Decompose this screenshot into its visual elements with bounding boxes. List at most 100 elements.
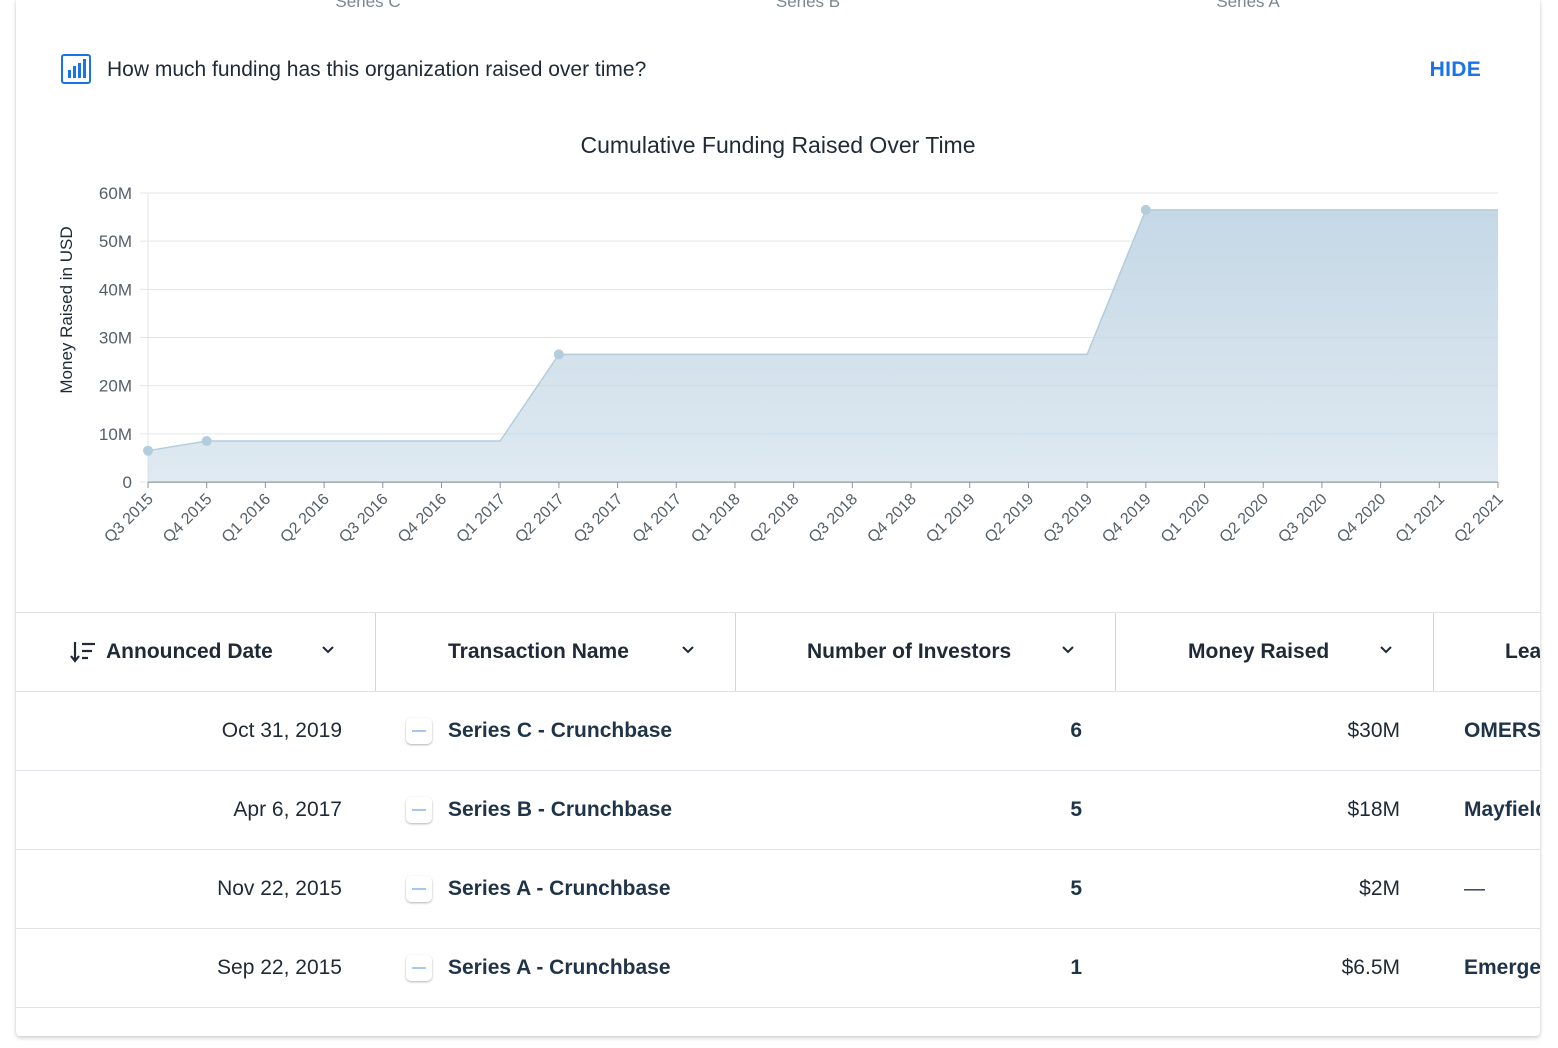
x-tick-label: Q3 2018 [806, 491, 861, 546]
number-of-investors: 5 [1070, 798, 1082, 821]
x-tick-label: Q1 2018 [688, 491, 743, 546]
x-tick-label: Q3 2017 [571, 491, 626, 546]
x-tick-label: Q4 2015 [160, 491, 215, 546]
funding-area [148, 209, 1498, 482]
funding-chart: Cumulative Funding Raised Over Time Mone… [16, 120, 1540, 600]
table-header: Announced Date Transaction Name Number o… [16, 612, 1540, 692]
announced-date: Nov 22, 2015 [217, 877, 342, 900]
x-tick-label: Q4 2018 [864, 491, 919, 546]
crunchbase-logo-icon [406, 718, 432, 744]
y-axis-label: Money Raised in USD [57, 226, 76, 393]
transaction-name-link[interactable]: Series B - Crunchbase [406, 771, 672, 849]
column-divider[interactable] [1115, 613, 1116, 691]
money-raised: $2M [1359, 877, 1400, 900]
y-tick-label: 50M [99, 232, 132, 251]
x-tick-label: Q1 2021 [1393, 491, 1448, 546]
x-tick-label: Q3 2016 [336, 491, 391, 546]
number-of-investors: 5 [1070, 877, 1082, 900]
x-tick-label: Q2 2018 [747, 491, 802, 546]
table-row: Sep 22, 2015 Series A - Crunchbase 1 $6.… [16, 929, 1540, 1008]
y-tick-label: 60M [99, 184, 132, 203]
transaction-name[interactable]: Series C - Crunchbase [448, 719, 673, 742]
crunchbase-logo-icon [406, 955, 432, 981]
x-tick-label: Q2 2019 [982, 491, 1037, 546]
lead-investor-link[interactable]: Emergence [1464, 956, 1540, 979]
announced-date: Oct 31, 2019 [221, 719, 342, 742]
x-tick-label: Q4 2020 [1334, 491, 1389, 546]
chart-question: How much funding has this organization r… [107, 58, 647, 81]
column-label: Money Raised [1188, 640, 1330, 663]
x-tick-label: Q3 2015 [101, 491, 156, 546]
funding-round-marker [201, 436, 212, 447]
number-of-investors: 1 [1070, 956, 1082, 979]
transaction-name[interactable]: Series B - Crunchbase [448, 798, 673, 821]
lead-investor-link[interactable]: OMERS [1464, 719, 1540, 742]
lead-investor-link[interactable]: Mayfield [1464, 798, 1540, 821]
chart-question-row: How much funding has this organization r… [61, 54, 1481, 88]
x-tick-label: Q2 2020 [1217, 491, 1272, 546]
x-tick-label: Q4 2019 [1099, 491, 1154, 546]
crunchbase-logo-icon [406, 797, 432, 823]
funding-rounds-table: Announced Date Transaction Name Number o… [16, 612, 1540, 1008]
tab-series-c[interactable]: Series C [335, 0, 401, 11]
hide-chart-button[interactable]: HIDE [1429, 58, 1481, 81]
transaction-name[interactable]: Series A - Crunchbase [448, 877, 671, 900]
chevron-down-icon[interactable] [1379, 643, 1393, 657]
column-divider[interactable] [1433, 613, 1434, 691]
table-row: Apr 6, 2017 Series B - Crunchbase 5 $18M… [16, 771, 1540, 850]
funding-round-marker [1140, 204, 1151, 215]
column-transaction-name[interactable]: Transaction Name [376, 613, 735, 691]
x-tick-label: Q4 2017 [630, 491, 685, 546]
tab-series-a[interactable]: Series A [1216, 0, 1280, 11]
lead-investor-empty: — [1464, 877, 1485, 900]
chevron-down-icon[interactable] [681, 643, 695, 657]
funding-round-marker [553, 349, 564, 360]
money-raised: $30M [1347, 719, 1400, 742]
x-tick-label: Q3 2019 [1041, 491, 1096, 546]
transaction-name[interactable]: Series A - Crunchbase [448, 956, 671, 979]
chevron-down-icon[interactable] [321, 643, 335, 657]
transaction-name-link[interactable]: Series A - Crunchbase [406, 929, 671, 1007]
column-label: Transaction Name [448, 640, 629, 663]
funding-round-marker [143, 445, 153, 456]
column-lead-investors[interactable]: Lea [1434, 613, 1540, 691]
chart-title: Cumulative Funding Raised Over Time [581, 132, 976, 158]
funding-area-chart: Cumulative Funding Raised Over Time Mone… [57, 132, 1507, 546]
y-tick-label: 30M [99, 329, 132, 348]
bar-chart-icon [61, 54, 91, 84]
x-tick-label: Q1 2017 [454, 491, 509, 546]
column-divider[interactable] [375, 613, 376, 691]
money-raised: $18M [1347, 798, 1400, 821]
chevron-down-icon[interactable] [1061, 643, 1075, 657]
column-label: Number of Investors [807, 640, 1012, 663]
tab-series-b[interactable]: Series B [775, 0, 841, 11]
x-tick-label: Q1 2016 [219, 491, 274, 546]
table-row: Oct 31, 2019 Series C - Crunchbase 6 $30… [16, 692, 1540, 771]
column-number-of-investors[interactable]: Number of Investors [736, 613, 1115, 691]
x-tick-label: Q3 2020 [1275, 491, 1330, 546]
money-raised: $6.5M [1341, 956, 1400, 979]
column-label: Lea [1505, 640, 1540, 663]
x-tick-label: Q2 2021 [1451, 491, 1506, 546]
column-money-raised[interactable]: Money Raised [1116, 613, 1433, 691]
column-announced-date[interactable]: Announced Date [16, 613, 375, 691]
y-tick-label: 20M [99, 377, 132, 396]
x-tick-label: Q1 2019 [923, 491, 978, 546]
y-tick-label: 10M [99, 425, 132, 444]
column-divider[interactable] [735, 613, 736, 691]
y-tick-label: 0 [123, 473, 132, 492]
table-row: Nov 22, 2015 Series A - Crunchbase 5 $2M… [16, 850, 1540, 929]
crunchbase-logo-icon [406, 876, 432, 902]
sort-descending-icon[interactable] [70, 640, 96, 664]
x-tick-label: Q1 2020 [1158, 491, 1213, 546]
transaction-name-link[interactable]: Series A - Crunchbase [406, 850, 671, 928]
x-tick-label: Q2 2016 [277, 491, 332, 546]
announced-date: Sep 22, 2015 [217, 956, 342, 979]
funding-line [147, 209, 1498, 452]
x-tick-label: Q2 2017 [512, 491, 567, 546]
number-of-investors: 6 [1070, 719, 1082, 742]
x-tick-label: Q4 2016 [395, 491, 450, 546]
funding-round-tabs: Series C Series B Series A [16, 0, 1540, 12]
y-tick-label: 40M [99, 280, 132, 299]
transaction-name-link[interactable]: Series C - Crunchbase [406, 692, 672, 770]
